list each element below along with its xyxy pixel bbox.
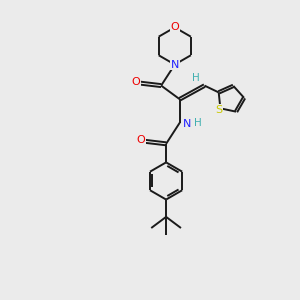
Text: O: O [131, 77, 140, 87]
Text: O: O [136, 135, 145, 145]
Text: O: O [170, 22, 179, 32]
Text: N: N [182, 119, 191, 129]
Text: S: S [216, 105, 223, 115]
Text: H: H [192, 73, 200, 83]
Text: N: N [171, 59, 179, 70]
Text: H: H [194, 118, 202, 128]
